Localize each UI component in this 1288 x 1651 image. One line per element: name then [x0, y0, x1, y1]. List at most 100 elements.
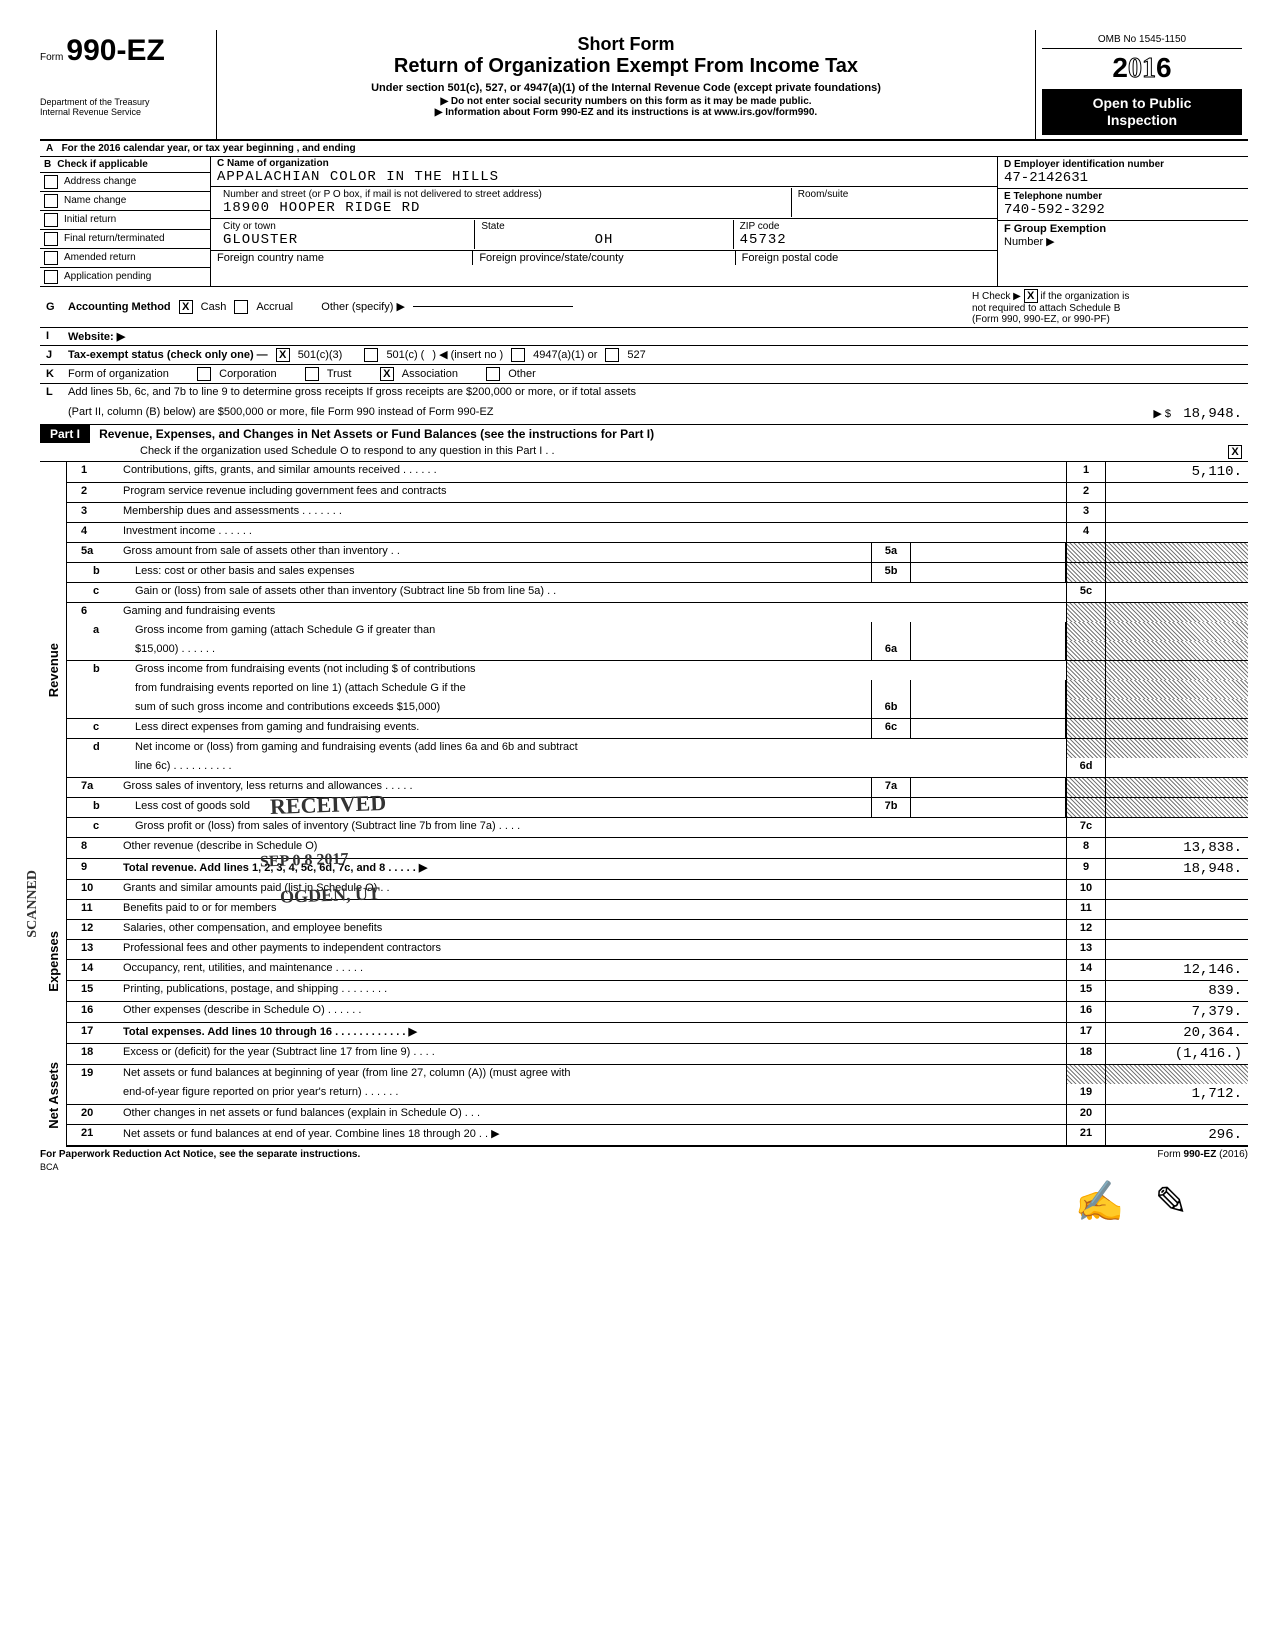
footer-right: Form 990-EZ (2016) [1157, 1149, 1248, 1160]
lbl-corp: Corporation [219, 368, 276, 380]
ln6a-hatch3 [1066, 641, 1106, 660]
ln6b-hatch [1066, 661, 1106, 680]
ln5c-num: c [67, 583, 131, 602]
chk-final-return[interactable] [44, 232, 58, 246]
chk-4947[interactable] [511, 348, 525, 362]
lbl-final-return: Final return/terminated [64, 233, 165, 244]
ln19-val: 1,712. [1106, 1084, 1248, 1104]
ln18-rn: 18 [1066, 1044, 1106, 1064]
ln13-num: 13 [67, 940, 119, 959]
ln9-rn: 9 [1066, 859, 1106, 879]
j-letter: J [46, 349, 60, 361]
chk-application-pending[interactable] [44, 270, 58, 284]
ln19-text: Net assets or fund balances at beginning… [119, 1065, 1066, 1084]
title-column: Short Form Return of Organization Exempt… [217, 30, 1036, 139]
ln6d-val [1106, 758, 1248, 777]
chk-accrual[interactable] [234, 300, 248, 314]
ln6d-num: d [67, 739, 131, 758]
lbl-other-specify: Other (specify) ▶ [321, 300, 405, 313]
chk-501c[interactable] [364, 348, 378, 362]
lbl-application-pending: Application pending [64, 271, 151, 282]
ln6a-text2: $15,000) . . . . . . [131, 641, 871, 660]
phone-value: 740-592-3292 [1004, 202, 1242, 218]
lbl-4947: 4947(a)(1) or [533, 349, 597, 361]
ln7a-iv [911, 778, 1066, 797]
chk-501c3[interactable]: X [276, 348, 290, 362]
ln20-text: Other changes in net assets or fund bala… [119, 1105, 1066, 1124]
ln11-val [1106, 900, 1248, 919]
ln6-num: 6 [67, 603, 119, 622]
ln6a-hatch2 [1106, 622, 1248, 641]
ln6b-text3: sum of such gross income and contributio… [131, 699, 871, 718]
tax-year: 2016 [1042, 52, 1242, 85]
chk-h[interactable]: X [1024, 289, 1038, 303]
ln6a-text: Gross income from gaming (attach Schedul… [131, 622, 871, 641]
ln4-rn: 4 [1066, 523, 1106, 542]
stamp-scanned: SCANNED [25, 870, 41, 938]
ln6d-rn: 6d [1066, 758, 1106, 777]
ln6b-hatch3 [1066, 680, 1106, 699]
year-01: 01 [1128, 53, 1156, 84]
h-label2: if the organization is [1040, 291, 1129, 302]
l-text1: Add lines 5b, 6c, and 7b to line 9 to de… [68, 386, 636, 398]
chk-cash[interactable]: X [179, 300, 193, 314]
part-1-check-text: Check if the organization used Schedule … [140, 445, 555, 459]
ln19-hatch [1066, 1065, 1106, 1084]
j-label: Tax-exempt status (check only one) — [68, 349, 268, 361]
h-label1: H Check ▶ [972, 291, 1021, 302]
chk-other-org[interactable] [486, 367, 500, 381]
ln6a-iv [911, 641, 1066, 660]
ln12-val [1106, 920, 1248, 939]
chk-assoc[interactable]: X [380, 367, 394, 381]
ln20-num: 20 [67, 1105, 119, 1124]
zip-label: ZIP code [740, 221, 985, 232]
ln3-text: Membership dues and assessments . . . . … [119, 503, 1066, 522]
room-label: Room/suite [798, 189, 985, 200]
chk-trust[interactable] [305, 367, 319, 381]
chk-address-change[interactable] [44, 175, 58, 189]
ln5a-iv [911, 543, 1066, 562]
lbl-accrual: Accrual [256, 301, 293, 313]
short-form-label: Short Form [227, 34, 1025, 55]
ln4-val [1106, 523, 1248, 542]
chk-527[interactable] [605, 348, 619, 362]
ln6c-hatch2 [1106, 719, 1248, 738]
ln5a-num: 5a [67, 543, 119, 562]
chk-name-change[interactable] [44, 194, 58, 208]
ln10-text: Grants and similar amounts paid (list in… [119, 880, 1066, 899]
ln18-num: 18 [67, 1044, 119, 1064]
ln5b-hatch2 [1106, 563, 1248, 582]
ln5b-hatch [1066, 563, 1106, 582]
ln9-val: 18,948. [1106, 859, 1248, 879]
ln12-num: 12 [67, 920, 119, 939]
column-d-e-f: D Employer identification number 47-2142… [998, 157, 1248, 286]
signature-scribble: ✍ ✎ [40, 1178, 1248, 1225]
chk-part1-schedule-o[interactable]: X [1228, 445, 1242, 459]
open-line1: Open to Public [1046, 95, 1238, 112]
chk-initial-return[interactable] [44, 213, 58, 227]
instruction-2: ▶ Information about Form 990-EZ and its … [227, 107, 1025, 118]
ln21-num: 21 [67, 1125, 119, 1145]
ln13-text: Professional fees and other payments to … [119, 940, 1066, 959]
ln6d-text2: line 6c) . . . . . . . . . . [131, 758, 1066, 777]
c-label: C Name of organization [217, 158, 991, 169]
column-b-checkboxes: BCheck if applicable Address change Name… [40, 157, 211, 286]
lbl-527: 527 [627, 349, 645, 361]
fc-label: Foreign country name [217, 252, 466, 264]
ln7c-num: c [67, 818, 131, 837]
form-word: Form [40, 52, 63, 63]
part-1-label: Part I [40, 425, 90, 443]
ln6c-iv [911, 719, 1066, 738]
ln13-rn: 13 [1066, 940, 1106, 959]
ln17-val: 20,364. [1106, 1023, 1248, 1043]
chk-corp[interactable] [197, 367, 211, 381]
chk-amended-return[interactable] [44, 251, 58, 265]
ln7a-hatch2 [1106, 778, 1248, 797]
year-column: OMB No 1545-1150 2016 Open to Public Ins… [1036, 30, 1248, 139]
ln21-text: Net assets or fund balances at end of ye… [119, 1125, 1066, 1145]
ln2-num: 2 [67, 483, 119, 502]
ln7a-hatch [1066, 778, 1106, 797]
lbl-initial-return: Initial return [64, 214, 116, 225]
ln8-text: Other revenue (describe in Schedule O) [119, 838, 1066, 858]
ln6c-hatch [1066, 719, 1106, 738]
